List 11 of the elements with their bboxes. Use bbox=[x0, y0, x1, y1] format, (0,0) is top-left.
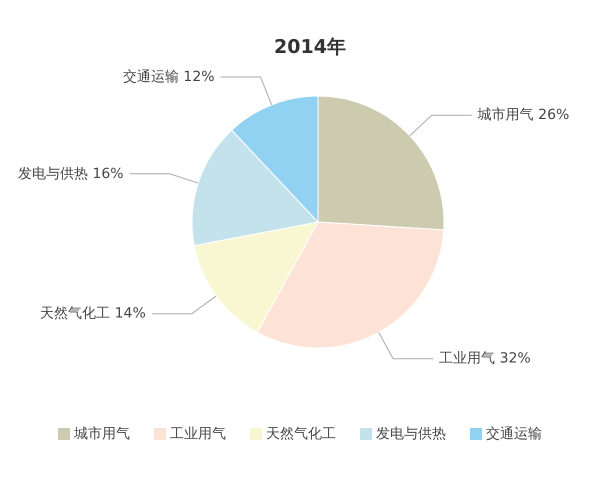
category-label: 城市用气 26% bbox=[478, 107, 570, 124]
legend-label: 发电与供热 bbox=[375, 425, 446, 443]
legend-label: 城市用气 bbox=[73, 425, 130, 443]
category-label: 发电与供热 16% bbox=[18, 166, 124, 182]
legend-label: 工业用气 bbox=[169, 425, 226, 443]
legend-label: 交通运输 bbox=[485, 425, 542, 443]
category-label: 交通运输 12% bbox=[122, 68, 215, 85]
legend-label: 天然气化工 bbox=[265, 425, 336, 443]
chart-title: 2014年 bbox=[274, 36, 346, 58]
category-label: 工业用气 32% bbox=[439, 350, 531, 367]
category-label: 天然气化工 14% bbox=[40, 306, 146, 322]
